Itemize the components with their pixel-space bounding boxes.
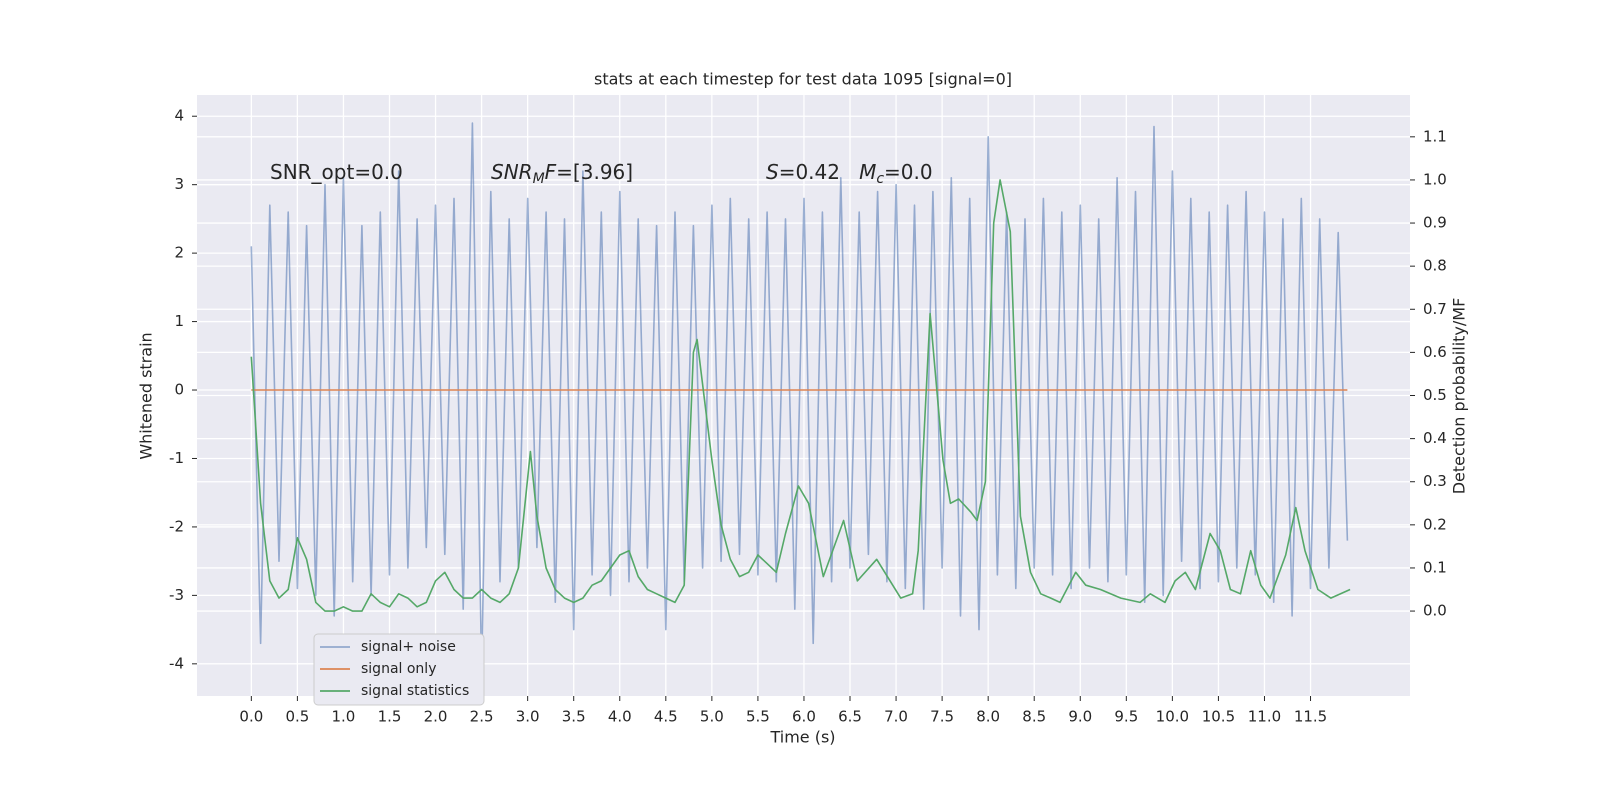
legend-box: [313, 633, 485, 706]
annotation-part: F: [545, 160, 557, 184]
y-tick-label: -3: [169, 586, 184, 604]
x-axis-label: Time (s): [769, 728, 835, 747]
x-tick-label: 2.0: [424, 708, 448, 726]
x-tick-label: 5.0: [700, 708, 724, 726]
x-tick-label: 0.5: [285, 708, 309, 726]
y2-tick-label: 0.2: [1423, 515, 1447, 533]
annotation: SNRMF=[3.96]: [491, 160, 633, 188]
y2-tick-label: 0.7: [1423, 300, 1447, 318]
y-tick-label: -1: [169, 449, 184, 467]
x-tick-label: 6.0: [792, 708, 816, 726]
annotation-part: S: [766, 160, 779, 184]
annotation-part: =[3.96]: [556, 160, 633, 184]
legend-label: signal statistics: [361, 683, 469, 699]
x-tick-label: 4.5: [654, 708, 678, 726]
legend-label: signal+ noise: [361, 639, 456, 655]
annotation-part: =0.42: [779, 160, 859, 184]
annotation: S=0.42 Mc=0.0: [766, 160, 933, 188]
y2-axis-label: Detection probability/MF: [1450, 298, 1469, 495]
y-tick-label: 2: [174, 244, 184, 262]
x-tick-label: 11.5: [1294, 708, 1327, 726]
x-tick-label: 5.5: [746, 708, 770, 726]
x-tick-label: 8.5: [1022, 708, 1046, 726]
x-tick-label: 10.0: [1156, 708, 1189, 726]
y2-tick-label: 0.0: [1423, 602, 1447, 620]
marks: [250, 122, 1351, 672]
x-tick-label: 1.5: [378, 708, 402, 726]
y2-tick-label: 0.4: [1423, 429, 1447, 447]
y2-tick-label: 1.0: [1423, 170, 1447, 188]
y2-tick-label: 1.1: [1423, 127, 1447, 145]
x-tick-label: 11.0: [1248, 708, 1281, 726]
x-tick-label: 9.5: [1114, 708, 1138, 726]
x-tick-label: 1.0: [332, 708, 356, 726]
y-axis-label: Whitened strain: [137, 332, 156, 459]
y-tick-label: 1: [174, 312, 184, 330]
x-tick-label: 10.5: [1202, 708, 1235, 726]
annotation-part: =0.0: [884, 160, 933, 184]
x-tick-label: 7.5: [930, 708, 954, 726]
series-line: [250, 179, 1351, 612]
x-tick-label: 0.0: [239, 708, 263, 726]
x-tick-label: 8.0: [976, 708, 1000, 726]
x-tick-label: 3.5: [562, 708, 586, 726]
annotation-part: M: [859, 160, 876, 184]
y2-tick-label: 0.6: [1423, 343, 1447, 361]
y2-tick-label: 0.5: [1423, 386, 1447, 404]
y2-tick-label: 0.8: [1423, 257, 1447, 275]
y-tick-label: 3: [174, 175, 184, 193]
y-tick-label: 4: [174, 107, 184, 125]
labels: 0.0 0.5 1.0 1.5 2.0 2.5 3.0 3.5 4.0 4.5 5.0 5.5 6.0 6…: [169, 107, 1447, 726]
y-tick-label: 0: [174, 381, 184, 399]
annotation-part: SNR: [491, 160, 533, 184]
x-tick-label: 3.0: [516, 708, 540, 726]
y2-tick-label: 0.1: [1423, 558, 1447, 576]
annotation-part: c: [876, 171, 884, 187]
annotation: SNR_opt=0.0: [270, 160, 403, 184]
annotation-part: SNR_opt=0.0: [270, 160, 403, 184]
y-tick-label: -2: [169, 517, 184, 535]
x-tick-label: 6.5: [838, 708, 862, 726]
legend-label: signal only: [361, 661, 436, 677]
x-tick-label: 7.0: [884, 708, 908, 726]
x-tick-label: 9.0: [1068, 708, 1092, 726]
annotation-part: M: [533, 171, 545, 187]
x-tick-label: 4.0: [608, 708, 632, 726]
y2-tick-label: 0.3: [1423, 472, 1447, 490]
series-line: [250, 122, 1349, 672]
chart-title: stats at each timestep for test data 109…: [594, 70, 1012, 89]
y-tick-label: -4: [169, 654, 184, 672]
y2-tick-label: 0.9: [1423, 214, 1447, 232]
x-tick-label: 2.5: [470, 708, 494, 726]
